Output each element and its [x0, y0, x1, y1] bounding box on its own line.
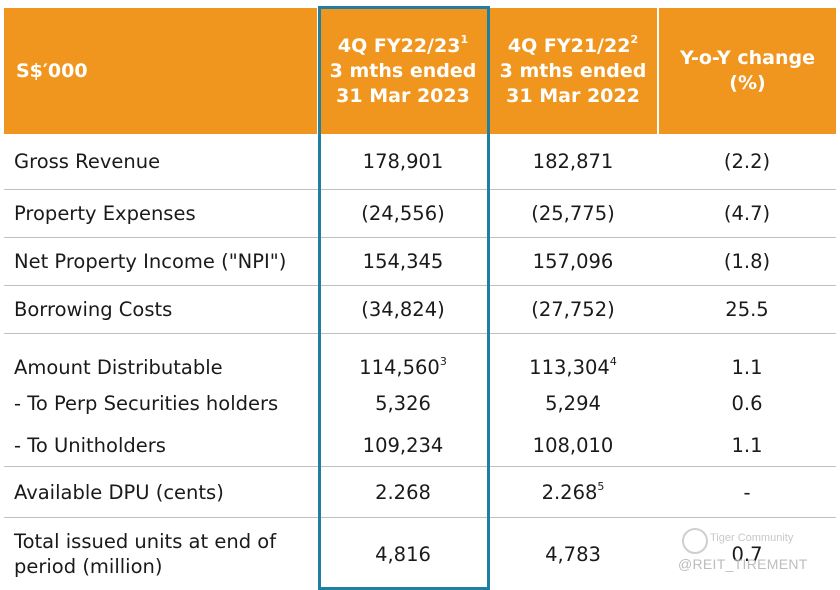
row-label: Total issued units at end of period (mil… — [4, 518, 318, 590]
financial-results-table: S$′000 4Q FY22/231 3 mths ended 31 Mar 2… — [4, 8, 836, 590]
row-available-dpu: Available DPU (cents) 2.268 2.2685 - — [4, 467, 836, 518]
row-label: Available DPU (cents) — [4, 467, 318, 518]
value-yoy: 0.6 — [658, 382, 836, 424]
value-fy23: 178,901 — [318, 134, 488, 190]
header-4q-fy21-22: 4Q FY21/222 3 mths ended 31 Mar 2022 — [488, 8, 658, 134]
footnote-3: 3 — [440, 355, 447, 368]
row-label: - To Unitholders — [4, 424, 318, 467]
value-yoy: 1.1 — [658, 424, 836, 467]
header-4q-fy22-23: 4Q FY22/231 3 mths ended 31 Mar 2023 — [318, 8, 488, 134]
row-perp-securities-holders: - To Perp Securities holders 5,326 5,294… — [4, 382, 836, 424]
row-unitholders: - To Unitholders 109,234 108,010 1.1 — [4, 424, 836, 467]
row-label-line2: period (million) — [14, 555, 163, 578]
header-col2-line3: 31 Mar 2022 — [506, 85, 640, 107]
value-fy23: 114,5603 — [318, 334, 488, 383]
value-yoy: (4.7) — [658, 190, 836, 238]
header-col2-line1: 4Q FY21/22 — [508, 35, 631, 57]
value-fy23: 2.268 — [318, 467, 488, 518]
value-fy22: 157,096 — [488, 238, 658, 286]
value-fy23: (34,824) — [318, 286, 488, 334]
watermark: Tiger Community @REIT_TIREMENT — [678, 526, 828, 578]
header-col3-line1: Y-o-Y change — [680, 47, 815, 69]
row-label: Property Expenses — [4, 190, 318, 238]
value-yoy: 25.5 — [658, 286, 836, 334]
value-fy23: 5,326 — [318, 382, 488, 424]
header-col1-line2: 3 mths ended — [330, 60, 477, 82]
value-fy22: 108,010 — [488, 424, 658, 467]
header-row: S$′000 4Q FY22/231 3 mths ended 31 Mar 2… — [4, 8, 836, 134]
value-fy23: 154,345 — [318, 238, 488, 286]
header-col1-line3: 31 Mar 2023 — [336, 85, 470, 107]
value-fy22: 182,871 — [488, 134, 658, 190]
value-fy22: 2.2685 — [488, 467, 658, 518]
row-property-expenses: Property Expenses (24,556) (25,775) (4.7… — [4, 190, 836, 238]
value-fy23: (24,556) — [318, 190, 488, 238]
row-label: Amount Distributable — [4, 334, 318, 383]
value-yoy: (2.2) — [658, 134, 836, 190]
value-yoy: (1.8) — [658, 238, 836, 286]
value-fy22: (27,752) — [488, 286, 658, 334]
header-unit-label: S$′000 — [4, 8, 318, 134]
row-label: - To Perp Securities holders — [4, 382, 318, 424]
tiger-logo-icon — [682, 528, 708, 554]
value-fy22: 5,294 — [488, 382, 658, 424]
row-borrowing-costs: Borrowing Costs (34,824) (27,752) 25.5 — [4, 286, 836, 334]
row-label: Net Property Income ("NPI") — [4, 238, 318, 286]
value-yoy: 1.1 — [658, 334, 836, 383]
row-gross-revenue: Gross Revenue 178,901 182,871 (2.2) — [4, 134, 836, 190]
footnote-2: 2 — [630, 33, 638, 46]
value-fy22-number: 2.268 — [542, 481, 598, 504]
row-label: Borrowing Costs — [4, 286, 318, 334]
value-fy22: (25,775) — [488, 190, 658, 238]
footnote-1: 1 — [460, 33, 468, 46]
footnote-5: 5 — [597, 480, 604, 493]
value-fy22-number: 113,304 — [529, 356, 610, 379]
row-label: Gross Revenue — [4, 134, 318, 190]
value-fy22: 4,783 — [488, 518, 658, 590]
watermark-brand: Tiger Community — [710, 532, 793, 544]
value-fy23: 109,234 — [318, 424, 488, 467]
value-fy22: 113,3044 — [488, 334, 658, 383]
header-col2-line2: 3 mths ended — [500, 60, 647, 82]
value-yoy: - — [658, 467, 836, 518]
value-fy23-number: 114,560 — [359, 356, 440, 379]
row-net-property-income: Net Property Income ("NPI") 154,345 157,… — [4, 238, 836, 286]
header-col1-line1: 4Q FY22/23 — [338, 35, 461, 57]
header-col3-line2: (%) — [729, 72, 765, 94]
row-label-line1: Total issued units at end of — [14, 530, 276, 553]
row-amount-distributable: Amount Distributable 114,5603 113,3044 1… — [4, 334, 836, 383]
header-yoy-change: Y-o-Y change (%) — [658, 8, 836, 134]
value-fy23: 4,816 — [318, 518, 488, 590]
footnote-4: 4 — [610, 355, 617, 368]
financial-table-container: S$′000 4Q FY22/231 3 mths ended 31 Mar 2… — [4, 8, 836, 590]
watermark-handle: @REIT_TIREMENT — [678, 556, 808, 572]
